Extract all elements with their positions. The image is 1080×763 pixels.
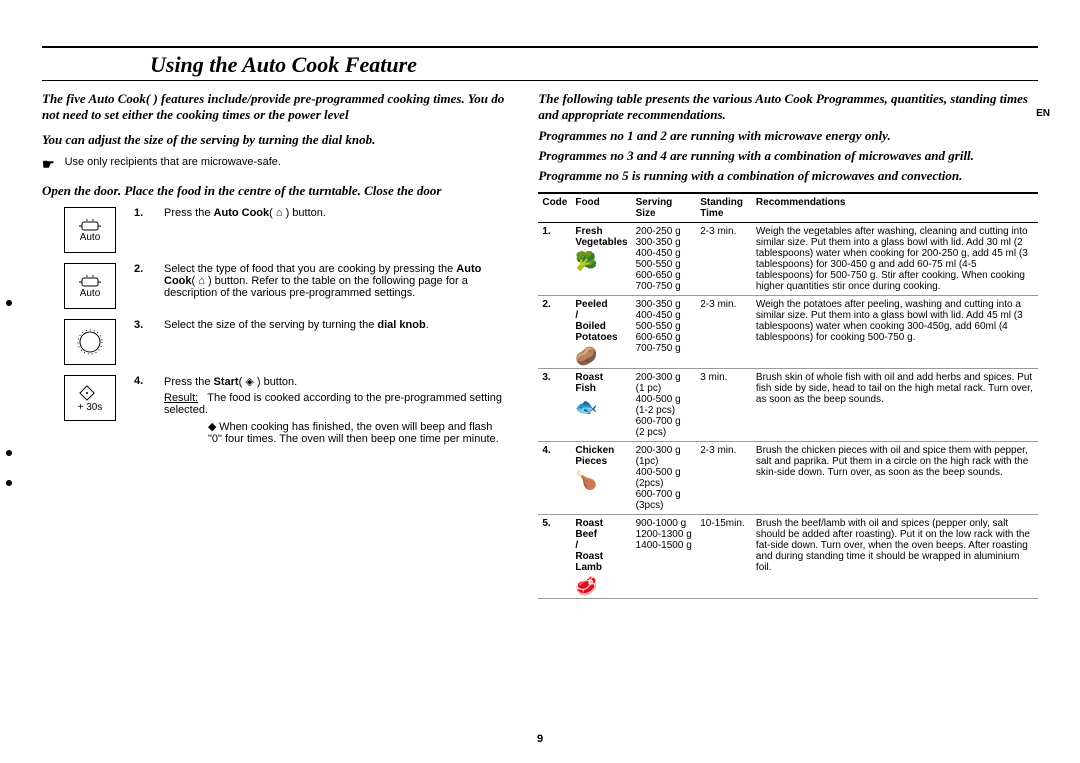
food-icon: 🥩 (575, 577, 627, 595)
result-label: Result: (164, 392, 198, 404)
pot-icon (79, 218, 101, 232)
pointer-icon: ☛ (42, 156, 55, 173)
col-food: Food (571, 193, 631, 223)
cell-time: 10-15min. (696, 515, 752, 599)
step-4-result: Result: The food is cooked according to … (164, 392, 508, 416)
page-title: Using the Auto Cook Feature (150, 52, 1038, 78)
table-intro-1: The following table presents the various… (538, 91, 1038, 124)
panel-label: + 30s (78, 402, 103, 413)
col-size: Serving Size (632, 193, 697, 223)
table-row: 3.RoastFish🐟200-300 g(1 pc)400-500 g(1-2… (538, 369, 1038, 442)
step-1-text: Press the Auto Cook( ⌂ ) button. (164, 207, 508, 253)
table-intro-2: Programmes no 1 and 2 are running with m… (538, 128, 1038, 144)
panel-label: Auto (79, 232, 101, 243)
cell-code: 2. (538, 296, 571, 369)
table-row: 1.FreshVegetables🥦200-250 g300-350 g400-… (538, 223, 1038, 296)
display-panel-dial (64, 319, 116, 365)
top-rule (42, 46, 1038, 48)
cell-food: FreshVegetables🥦 (571, 223, 631, 296)
page-number: 9 (537, 733, 543, 745)
language-badge: EN (1036, 108, 1050, 119)
col-code: Code (538, 193, 571, 223)
cell-time: 2-3 min. (696, 296, 752, 369)
start-diamond-icon (78, 384, 96, 402)
col-time: Standing Time (696, 193, 752, 223)
step-4-sub: ◆ When cooking has finished, the oven wi… (164, 420, 508, 445)
display-panel-auto-1: Auto (64, 207, 116, 253)
cell-time: 2-3 min. (696, 223, 752, 296)
step-3-text: Select the size of the serving by turnin… (164, 319, 508, 365)
cell-size: 200-300 g(1 pc)400-500 g(1-2 pcs)600-700… (632, 369, 697, 442)
cell-rec: Brush skin of whole fish with oil and ad… (752, 369, 1038, 442)
cell-rec: Weigh the vegetables after washing, clea… (752, 223, 1038, 296)
col-rec: Recommendations (752, 193, 1038, 223)
content-columns: The five Auto Cook( ) features include/p… (42, 91, 1038, 599)
cell-food: RoastFish🐟 (571, 369, 631, 442)
binding-holes (0, 0, 20, 763)
step-2-text: Select the type of food that you are coo… (164, 263, 508, 309)
diamond-inline-icon: ◈ (245, 376, 253, 388)
intro-open-door: Open the door. Place the food in the cen… (42, 183, 508, 199)
cell-code: 1. (538, 223, 571, 296)
cell-food: RoastBeef/RoastLamb🥩 (571, 515, 631, 599)
step-1-num: 1. (134, 207, 154, 253)
intro-features: The five Auto Cook( ) features include/p… (42, 91, 508, 124)
diamond-bullet-icon: ◆ (208, 420, 216, 433)
cell-food: Peeled/BoiledPotatoes🥔 (571, 296, 631, 369)
table-intro-4: Programme no 5 is running with a combina… (538, 168, 1038, 184)
programmes-table: Code Food Serving Size Standing Time Rec… (538, 192, 1038, 599)
pot-inline-icon: ⌂ (276, 207, 283, 219)
cell-food: ChickenPieces🍗 (571, 442, 631, 515)
food-icon: 🥔 (575, 347, 627, 365)
food-icon: 🥦 (575, 252, 627, 270)
result-text: The food is cooked according to the pre-… (164, 392, 502, 416)
display-panel-auto-2: Auto (64, 263, 116, 309)
cell-size: 300-350 g400-450 g500-550 g600-650 g700-… (632, 296, 697, 369)
pot-inline-icon: ⌂ (198, 275, 205, 287)
cell-rec: Weigh the potatoes after peeling, washin… (752, 296, 1038, 369)
panel-label: Auto (79, 288, 101, 299)
left-column: The five Auto Cook( ) features include/p… (42, 91, 508, 599)
step-4-sub-text: When cooking has finished, the oven will… (208, 421, 499, 445)
right-column: The following table presents the various… (538, 91, 1038, 599)
pot-icon (79, 274, 101, 288)
cell-rec: Brush the chicken pieces with oil and sp… (752, 442, 1038, 515)
cell-size: 200-300 g(1pc)400-500 g(2pcs)600-700 g(3… (632, 442, 697, 515)
title-underline (42, 80, 1038, 81)
step-list: Auto 1. Press the Auto Cook( ⌂ ) button.… (64, 207, 508, 445)
table-intro-3: Programmes no 3 and 4 are running with a… (538, 148, 1038, 164)
cell-rec: Brush the beef/lamb with oil and spices … (752, 515, 1038, 599)
cell-code: 5. (538, 515, 571, 599)
manual-page: Using the Auto Cook Feature EN The five … (0, 0, 1080, 763)
cell-code: 4. (538, 442, 571, 515)
display-panel-start: + 30s (64, 375, 116, 421)
cell-size: 900-1000 g1200-1300 g1400-1500 g (632, 515, 697, 599)
step-3-num: 3. (134, 319, 154, 365)
table-row: 2.Peeled/BoiledPotatoes🥔300-350 g400-450… (538, 296, 1038, 369)
safety-note-text: Use only recipients that are microwave-s… (65, 156, 281, 168)
step-4-text: Press the Start( ◈ ) button. Result: The… (164, 375, 508, 445)
step-2-num: 2. (134, 263, 154, 309)
safety-note: ☛ Use only recipients that are microwave… (42, 156, 508, 173)
food-icon: 🐟 (575, 398, 627, 416)
cell-time: 3 min. (696, 369, 752, 442)
cell-time: 2-3 min. (696, 442, 752, 515)
intro-dial: You can adjust the size of the serving b… (42, 132, 508, 148)
dial-icon (75, 327, 105, 357)
table-header-row: Code Food Serving Size Standing Time Rec… (538, 193, 1038, 223)
cell-code: 3. (538, 369, 571, 442)
table-row: 4.ChickenPieces🍗200-300 g(1pc)400-500 g(… (538, 442, 1038, 515)
table-row: 5.RoastBeef/RoastLamb🥩900-1000 g1200-130… (538, 515, 1038, 599)
food-icon: 🍗 (575, 471, 627, 489)
step-4-num: 4. (134, 375, 154, 445)
cell-size: 200-250 g300-350 g400-450 g500-550 g600-… (632, 223, 697, 296)
